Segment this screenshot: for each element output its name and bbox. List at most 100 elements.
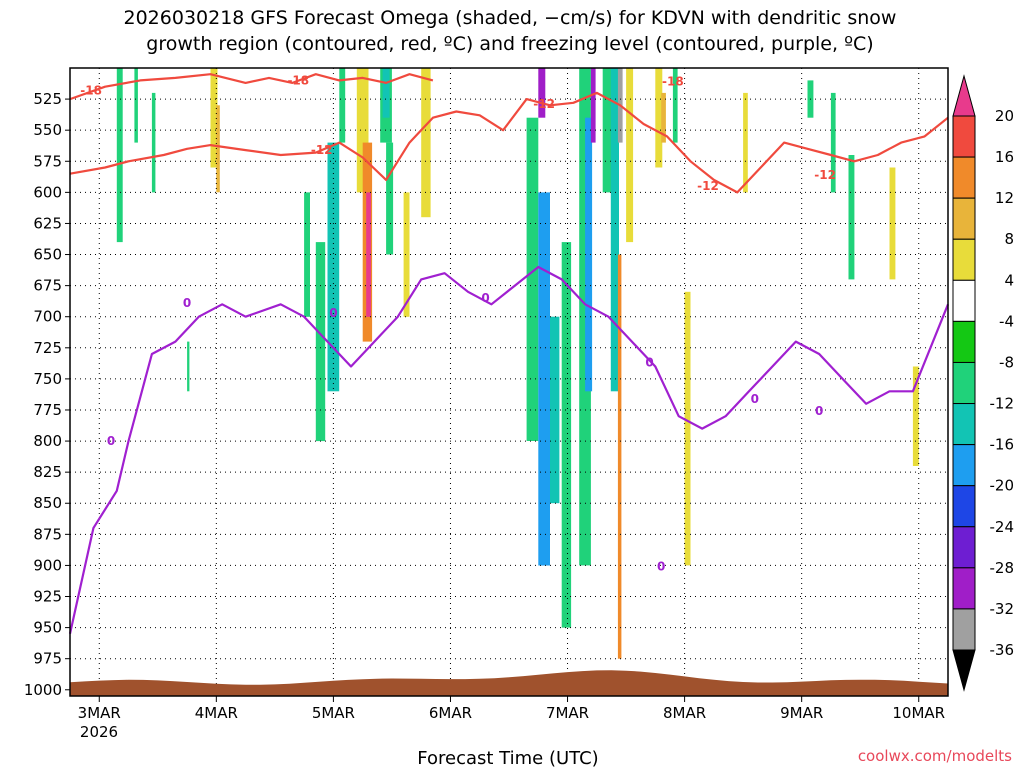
omega-cell	[561, 242, 572, 628]
colorbar: 20 16 12 8 4 -4 -8 -12 -16 -20 -24 -28 -32 -36	[952, 74, 1015, 692]
y-tick-label: 650	[33, 246, 62, 264]
omega-cell	[304, 192, 310, 317]
omega-cell	[585, 117, 593, 392]
omega-cell	[382, 68, 390, 118]
chart-title-line-1: 2026030218 GFS Forecast Omega (shaded, −…	[124, 7, 897, 29]
colorbar-label: 16	[995, 148, 1014, 166]
y-tick-label: 725	[33, 339, 62, 357]
colorbar-bin	[952, 608, 976, 651]
contour-label: -12	[697, 179, 719, 193]
colorbar-label: 8	[1004, 230, 1014, 248]
y-tick-label: 975	[33, 650, 62, 668]
omega-cell	[339, 68, 346, 143]
omega-cell	[216, 105, 220, 193]
x-tick-label: 5MAR	[312, 704, 355, 722]
omega-cell	[661, 92, 666, 143]
y-tick-label: 1000	[24, 681, 62, 699]
x-axis-ticks: 3MAR 4MAR 5MAR 6MAR 7MAR 8MAR 9MAR 10MAR	[78, 696, 945, 722]
terrain-surface	[70, 670, 948, 696]
source-credit: coolwx.com/modelts	[858, 747, 1012, 765]
x-tick-label: 7MAR	[546, 704, 589, 722]
contour-label: 0	[751, 392, 759, 406]
colorbar-label: 20	[995, 107, 1014, 125]
omega-cell	[655, 68, 663, 168]
colorbar-bin	[952, 156, 976, 199]
contour-line	[69, 73, 434, 101]
omega-cell	[403, 192, 410, 317]
contour-label: -18	[80, 83, 102, 97]
plot-frame	[69, 67, 949, 697]
contour-label: 0	[645, 356, 653, 370]
omega-cell	[116, 68, 123, 243]
colorbar-bin	[952, 444, 976, 487]
y-tick-label: 950	[33, 619, 62, 637]
colorbar-top-arrow	[952, 74, 976, 117]
omega-cell	[315, 242, 326, 442]
omega-cell	[848, 155, 855, 280]
y-tick-label: 900	[33, 556, 62, 574]
colorbar-label: -16	[990, 436, 1015, 454]
omega-cell	[550, 316, 560, 504]
contour-label: 0	[329, 306, 337, 320]
omega-cell	[366, 192, 371, 317]
x-axis-year-label: 2026	[80, 723, 118, 741]
colorbar-bin	[952, 526, 976, 569]
y-tick-label: 750	[33, 370, 62, 388]
omega-cell	[590, 68, 596, 143]
y-axis-ticks: 525 550 575 600 625 650 675 700 725 750 775 800 825 8…	[24, 90, 70, 699]
x-tick-label: 9MAR	[780, 704, 823, 722]
colorbar-label: -32	[990, 600, 1015, 618]
contour-label: -18	[662, 75, 684, 89]
x-tick-label: 4MAR	[195, 704, 238, 722]
omega-cell	[830, 92, 836, 193]
omega-cell	[151, 92, 156, 193]
y-tick-label: 550	[33, 121, 62, 139]
colorbar-bin	[952, 238, 976, 281]
y-tick-label: 850	[33, 494, 62, 512]
colorbar-bin	[952, 115, 976, 158]
contour-label: 0	[107, 434, 115, 448]
y-tick-label: 700	[33, 308, 62, 326]
y-tick-label: 525	[33, 90, 62, 108]
x-tick-label: 6MAR	[429, 704, 472, 722]
plot-area	[70, 68, 948, 696]
y-tick-label: 800	[33, 432, 62, 450]
omega-cell	[134, 68, 138, 143]
x-tick-label: 10MAR	[892, 704, 945, 722]
omega-cell	[327, 142, 340, 392]
omega-cell	[602, 68, 615, 193]
omega-cell	[210, 68, 218, 168]
colorbar-bin	[952, 320, 976, 363]
omega-cell	[386, 142, 394, 255]
contour-label: 0	[183, 296, 191, 310]
contour-label: -12	[814, 168, 836, 182]
omega-cell	[889, 167, 896, 280]
colorbar-label: -12	[990, 395, 1015, 413]
contour-label: -12	[533, 97, 555, 111]
contour-label: 0	[657, 560, 665, 574]
omega-cell	[617, 254, 622, 659]
omega-cell	[610, 68, 619, 392]
omega-cell	[743, 92, 748, 193]
contour-labels: -18 -18 -18 -12 -12 -12 -12 0 0 0 0 0 0 0 0	[80, 73, 836, 573]
omega-cell	[187, 341, 190, 392]
omega-cell	[626, 68, 634, 243]
contour-label: -18	[287, 73, 309, 87]
contour-label: 0	[481, 291, 489, 305]
x-tick-label: 8MAR	[663, 704, 706, 722]
omega-cell	[684, 291, 691, 566]
y-tick-label: 675	[33, 277, 62, 295]
colorbar-bin	[952, 279, 976, 322]
x-axis-title: Forecast Time (UTC)	[417, 748, 598, 768]
colorbar-label: -36	[990, 641, 1015, 659]
y-tick-label: 575	[33, 152, 62, 170]
colorbar-label: -20	[990, 477, 1015, 495]
omega-cell	[356, 68, 369, 193]
colorbar-label: 12	[995, 189, 1014, 207]
colorbar-label: 4	[1004, 271, 1014, 289]
y-tick-label: 600	[33, 183, 62, 201]
contour-lines	[68, 73, 950, 635]
contour-line	[68, 265, 950, 635]
y-tick-label: 825	[33, 463, 62, 481]
